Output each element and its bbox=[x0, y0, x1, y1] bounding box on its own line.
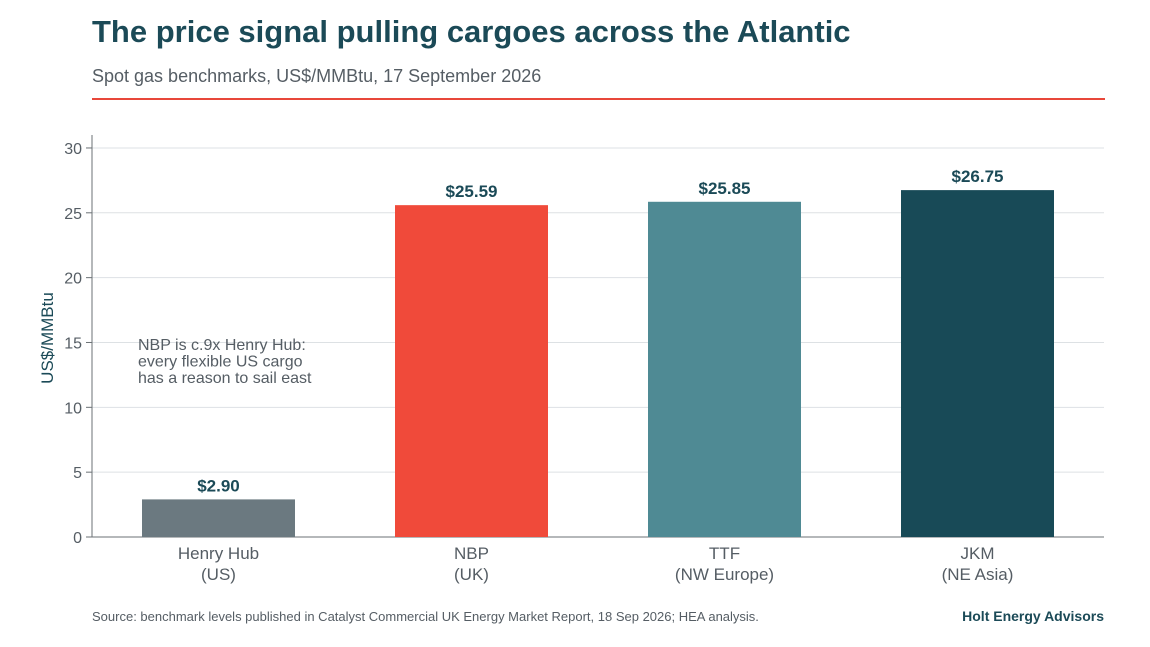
chart-title: The price signal pulling cargoes across … bbox=[92, 14, 851, 49]
source-note: Source: benchmark levels published in Ca… bbox=[92, 609, 759, 624]
y-tick-label: 20 bbox=[64, 271, 82, 288]
y-axis-title: US$/MMBtu bbox=[38, 292, 57, 384]
data-label: $26.75 bbox=[952, 167, 1004, 186]
y-tick-label: 15 bbox=[64, 335, 82, 352]
annotation-line: every flexible US cargo bbox=[138, 354, 303, 371]
x-tick-label: Henry Hub bbox=[178, 544, 259, 563]
y-tick-label: 30 bbox=[64, 141, 82, 158]
x-tick-label: NBP bbox=[454, 544, 489, 563]
data-label: $25.59 bbox=[446, 182, 498, 201]
y-tick-label: 5 bbox=[73, 465, 82, 482]
x-tick-label: JKM bbox=[961, 544, 995, 563]
brand-label: Holt Energy Advisors bbox=[962, 608, 1104, 624]
annotation-line: NBP is c.9x Henry Hub: bbox=[138, 337, 306, 354]
data-label: $2.90 bbox=[197, 476, 240, 495]
x-tick-sublabel: (UK) bbox=[454, 565, 489, 584]
data-label: $25.85 bbox=[699, 179, 751, 198]
y-tick-label: 0 bbox=[73, 530, 82, 547]
y-tick-label: 10 bbox=[64, 400, 82, 417]
bar bbox=[648, 201, 801, 537]
bar bbox=[142, 499, 295, 537]
x-tick-sublabel: (US) bbox=[201, 565, 236, 584]
header-rule bbox=[92, 98, 1105, 100]
chart-subtitle: Spot gas benchmarks, US$/MMBtu, 17 Septe… bbox=[92, 66, 542, 86]
x-tick-sublabel: (NW Europe) bbox=[675, 565, 774, 584]
annotation-line: has a reason to sail east bbox=[138, 370, 312, 387]
x-tick-sublabel: (NE Asia) bbox=[942, 565, 1014, 584]
bar bbox=[901, 190, 1054, 537]
y-tick-label: 25 bbox=[64, 206, 82, 223]
bar bbox=[395, 205, 548, 537]
x-tick-label: TTF bbox=[709, 544, 740, 563]
